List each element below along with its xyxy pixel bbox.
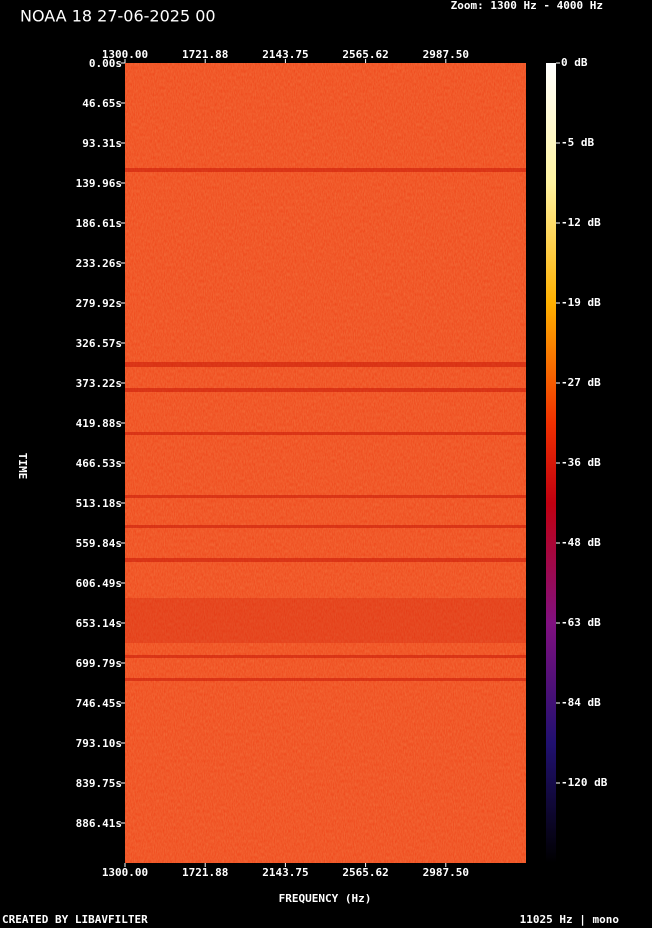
spectrogram-bands (125, 168, 526, 681)
spectrogram (125, 63, 526, 863)
y-tick-label: 0.00s (89, 57, 122, 70)
y-tick-label: 233.26s (76, 257, 122, 270)
y-tick-label: 466.53s (76, 457, 122, 470)
x-tick-label: 2143.75 (262, 48, 308, 61)
y-tick-label: 373.22s (76, 377, 122, 390)
colorbar-tick-label: -120 dB (561, 776, 608, 789)
x-tick-label: 2565.62 (342, 866, 388, 879)
chart-title: NOAA 18 27-06-2025 00 (20, 7, 216, 26)
colorbar (546, 63, 556, 863)
spectrogram-texture (125, 63, 526, 863)
chart-subtitle: Zoom: 1300 Hz - 4000 Hz (451, 0, 603, 12)
x-tick-label: 1300.00 (102, 866, 148, 879)
y-tick-label: 653.14s (76, 617, 122, 630)
y-tick-label: 186.61s (76, 217, 122, 230)
colorbar-tick-label: -63 dB (561, 616, 601, 629)
y-axis-label: TIME (16, 453, 29, 480)
colorbar-tick-label: -36 dB (561, 456, 601, 469)
y-tick-label: 139.96s (76, 177, 122, 190)
colorbar-tick-label: -48 dB (561, 536, 601, 549)
y-tick-label: 699.79s (76, 657, 122, 670)
x-tick-label: 2565.62 (342, 48, 388, 61)
x-tick-label: 2987.50 (423, 866, 469, 879)
y-tick-label: 93.31s (82, 137, 122, 150)
x-axis-label: FREQUENCY (Hz) (279, 892, 372, 905)
colorbar-tick-label: -12 dB (561, 216, 601, 229)
y-tick-label: 46.65s (82, 97, 122, 110)
y-tick-label: 559.84s (76, 537, 122, 550)
colorbar-tick-label: -27 dB (561, 376, 601, 389)
y-tick-label: 793.10s (76, 737, 122, 750)
colorbar-tick-label: -19 dB (561, 296, 601, 309)
y-tick-label: 419.88s (76, 417, 122, 430)
x-tick-label: 1721.88 (182, 48, 228, 61)
colorbar-tick-label: -5 dB (561, 136, 594, 149)
x-tick-label: 1300.00 (102, 48, 148, 61)
colorbar-tick-label: 0 dB (561, 56, 588, 69)
x-tick-label: 2143.75 (262, 866, 308, 879)
y-tick-label: 279.92s (76, 297, 122, 310)
colorbar-tick-label: -84 dB (561, 696, 601, 709)
footer-left: CREATED BY LIBAVFILTER (2, 913, 148, 926)
footer-right: 11025 Hz | mono (520, 913, 620, 926)
y-tick-label: 746.45s (76, 697, 122, 710)
y-tick-label: 886.41s (76, 817, 122, 830)
x-tick-label: 1721.88 (182, 866, 228, 879)
x-tick-label: 2987.50 (423, 48, 469, 61)
y-tick-label: 326.57s (76, 337, 122, 350)
y-tick-label: 839.75s (76, 777, 122, 790)
y-tick-label: 606.49s (76, 577, 122, 590)
y-tick-label: 513.18s (76, 497, 122, 510)
